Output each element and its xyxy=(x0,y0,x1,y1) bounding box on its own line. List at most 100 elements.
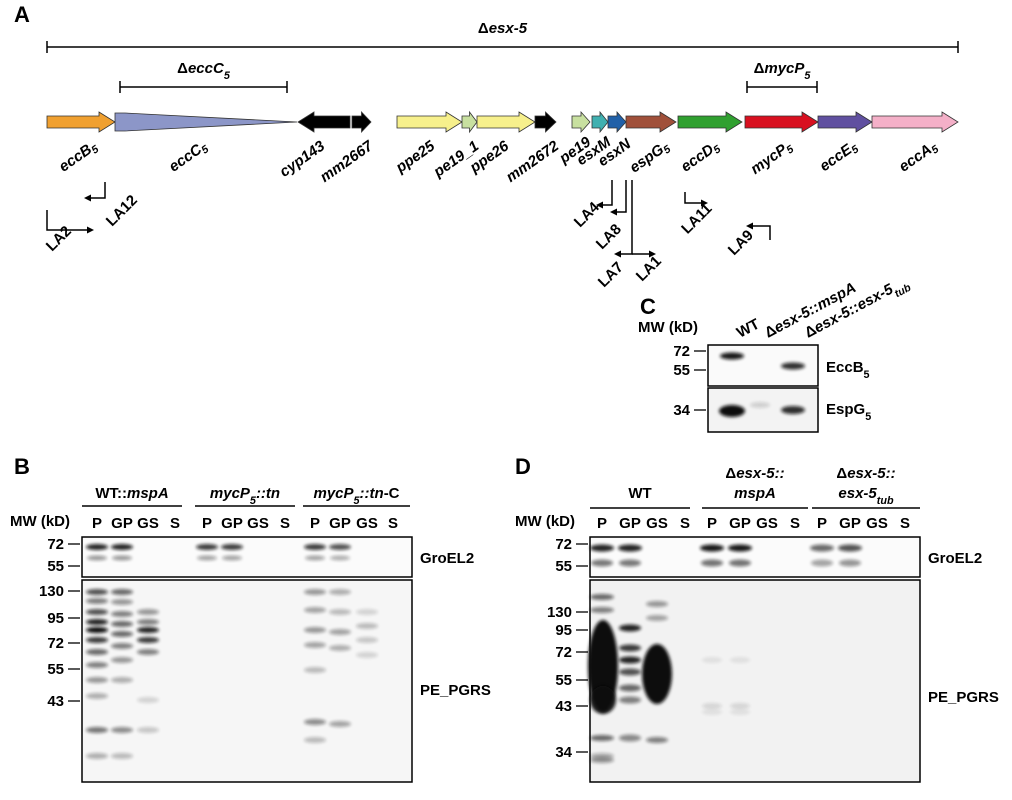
band xyxy=(221,544,243,550)
band xyxy=(590,594,614,600)
band xyxy=(86,662,108,668)
gene-label: espG5 xyxy=(627,137,674,178)
band xyxy=(111,727,133,733)
mw-marker: 72 xyxy=(47,635,64,652)
gene-arrow xyxy=(396,111,463,133)
band xyxy=(591,559,613,567)
lane-label: GP xyxy=(839,515,861,532)
band xyxy=(839,559,861,567)
lane-label: P xyxy=(817,515,827,532)
text-part: mycP xyxy=(313,485,354,502)
band xyxy=(304,667,326,673)
band xyxy=(112,555,132,561)
mw-marker: 130 xyxy=(39,583,64,600)
band xyxy=(137,627,159,633)
band xyxy=(86,637,108,643)
span-label: ΔeccC5 xyxy=(177,60,231,82)
blot-label: PE_PGRS xyxy=(420,682,491,699)
group-label: WT::mspA xyxy=(95,485,168,502)
band xyxy=(730,657,750,663)
band xyxy=(197,555,217,561)
blot xyxy=(589,579,921,783)
group-label: Δesx-5:: xyxy=(725,465,784,482)
lane-label: GP xyxy=(111,515,133,532)
text-part: WT:: xyxy=(95,485,127,502)
lane-label: GP xyxy=(729,515,751,532)
text-part: EspG xyxy=(826,401,865,418)
band xyxy=(329,721,351,727)
gene-arrow xyxy=(607,110,627,134)
band xyxy=(719,405,745,417)
blot xyxy=(81,579,413,783)
gene-label: mm2672 xyxy=(503,137,562,186)
lane-label: GP xyxy=(329,515,351,532)
blot-label: PE_PGRS xyxy=(928,689,999,706)
arrowhead xyxy=(596,201,603,209)
band xyxy=(619,696,641,704)
band xyxy=(111,611,133,617)
gene-label: eccD5 xyxy=(678,137,724,177)
band xyxy=(646,737,668,743)
band xyxy=(590,735,614,741)
band xyxy=(720,352,744,360)
band xyxy=(86,619,108,625)
band xyxy=(87,555,107,561)
band xyxy=(702,709,722,715)
mw-header: MW (kD) xyxy=(638,319,698,336)
gene-label: eccE5 xyxy=(817,137,862,177)
band xyxy=(137,637,159,643)
band xyxy=(619,668,641,676)
band xyxy=(642,644,672,704)
band xyxy=(304,589,326,595)
text-part: Δ xyxy=(754,60,765,77)
blot-label: GroEL2 xyxy=(420,550,474,567)
gene-arrow xyxy=(114,112,298,132)
panel-label: B xyxy=(14,454,30,479)
group-label: Δesx-5:: xyxy=(836,465,895,482)
gene-arrow xyxy=(677,111,743,133)
arrowhead xyxy=(649,250,656,258)
gene-arrow xyxy=(571,110,591,134)
band xyxy=(304,642,326,648)
band xyxy=(730,709,750,715)
lane-label: GS xyxy=(646,515,668,532)
text-part: -C xyxy=(384,485,400,502)
band xyxy=(86,627,108,633)
text-part: mycP xyxy=(210,485,251,502)
primer-label: LA12 xyxy=(103,192,141,230)
primer-arrow xyxy=(684,192,706,204)
primer-arrow xyxy=(616,180,633,255)
lane-label: WT xyxy=(734,316,763,342)
band xyxy=(590,753,614,759)
band xyxy=(619,684,641,692)
band xyxy=(86,598,108,604)
text-part: EccB xyxy=(826,359,864,376)
span-label: ΔmycP5 xyxy=(754,60,812,82)
band xyxy=(810,544,834,552)
lane-label: GP xyxy=(221,515,243,532)
mw-marker: 72 xyxy=(555,644,572,661)
band xyxy=(86,677,108,683)
text-part: Δ xyxy=(836,465,847,482)
band xyxy=(590,544,614,552)
band xyxy=(111,753,133,759)
band xyxy=(702,657,722,663)
text-part: Δ xyxy=(478,20,489,37)
lane-label: S xyxy=(280,515,290,532)
band xyxy=(304,607,326,613)
band xyxy=(729,559,751,567)
gene-label: mm2667 xyxy=(317,137,376,186)
band xyxy=(329,544,351,550)
lane-label: S xyxy=(790,515,800,532)
text-part: mm2672 xyxy=(503,137,562,186)
gene-arrow xyxy=(351,110,372,134)
text-part: esx-5:: xyxy=(736,465,784,482)
band xyxy=(619,656,641,664)
text-part: 5 xyxy=(354,495,361,507)
mw-marker: 95 xyxy=(555,622,572,639)
band xyxy=(730,703,750,709)
lane-label: P xyxy=(597,515,607,532)
text-part: ::tn xyxy=(256,485,280,502)
gene-label: eccB5 xyxy=(56,137,102,177)
band xyxy=(111,544,133,550)
